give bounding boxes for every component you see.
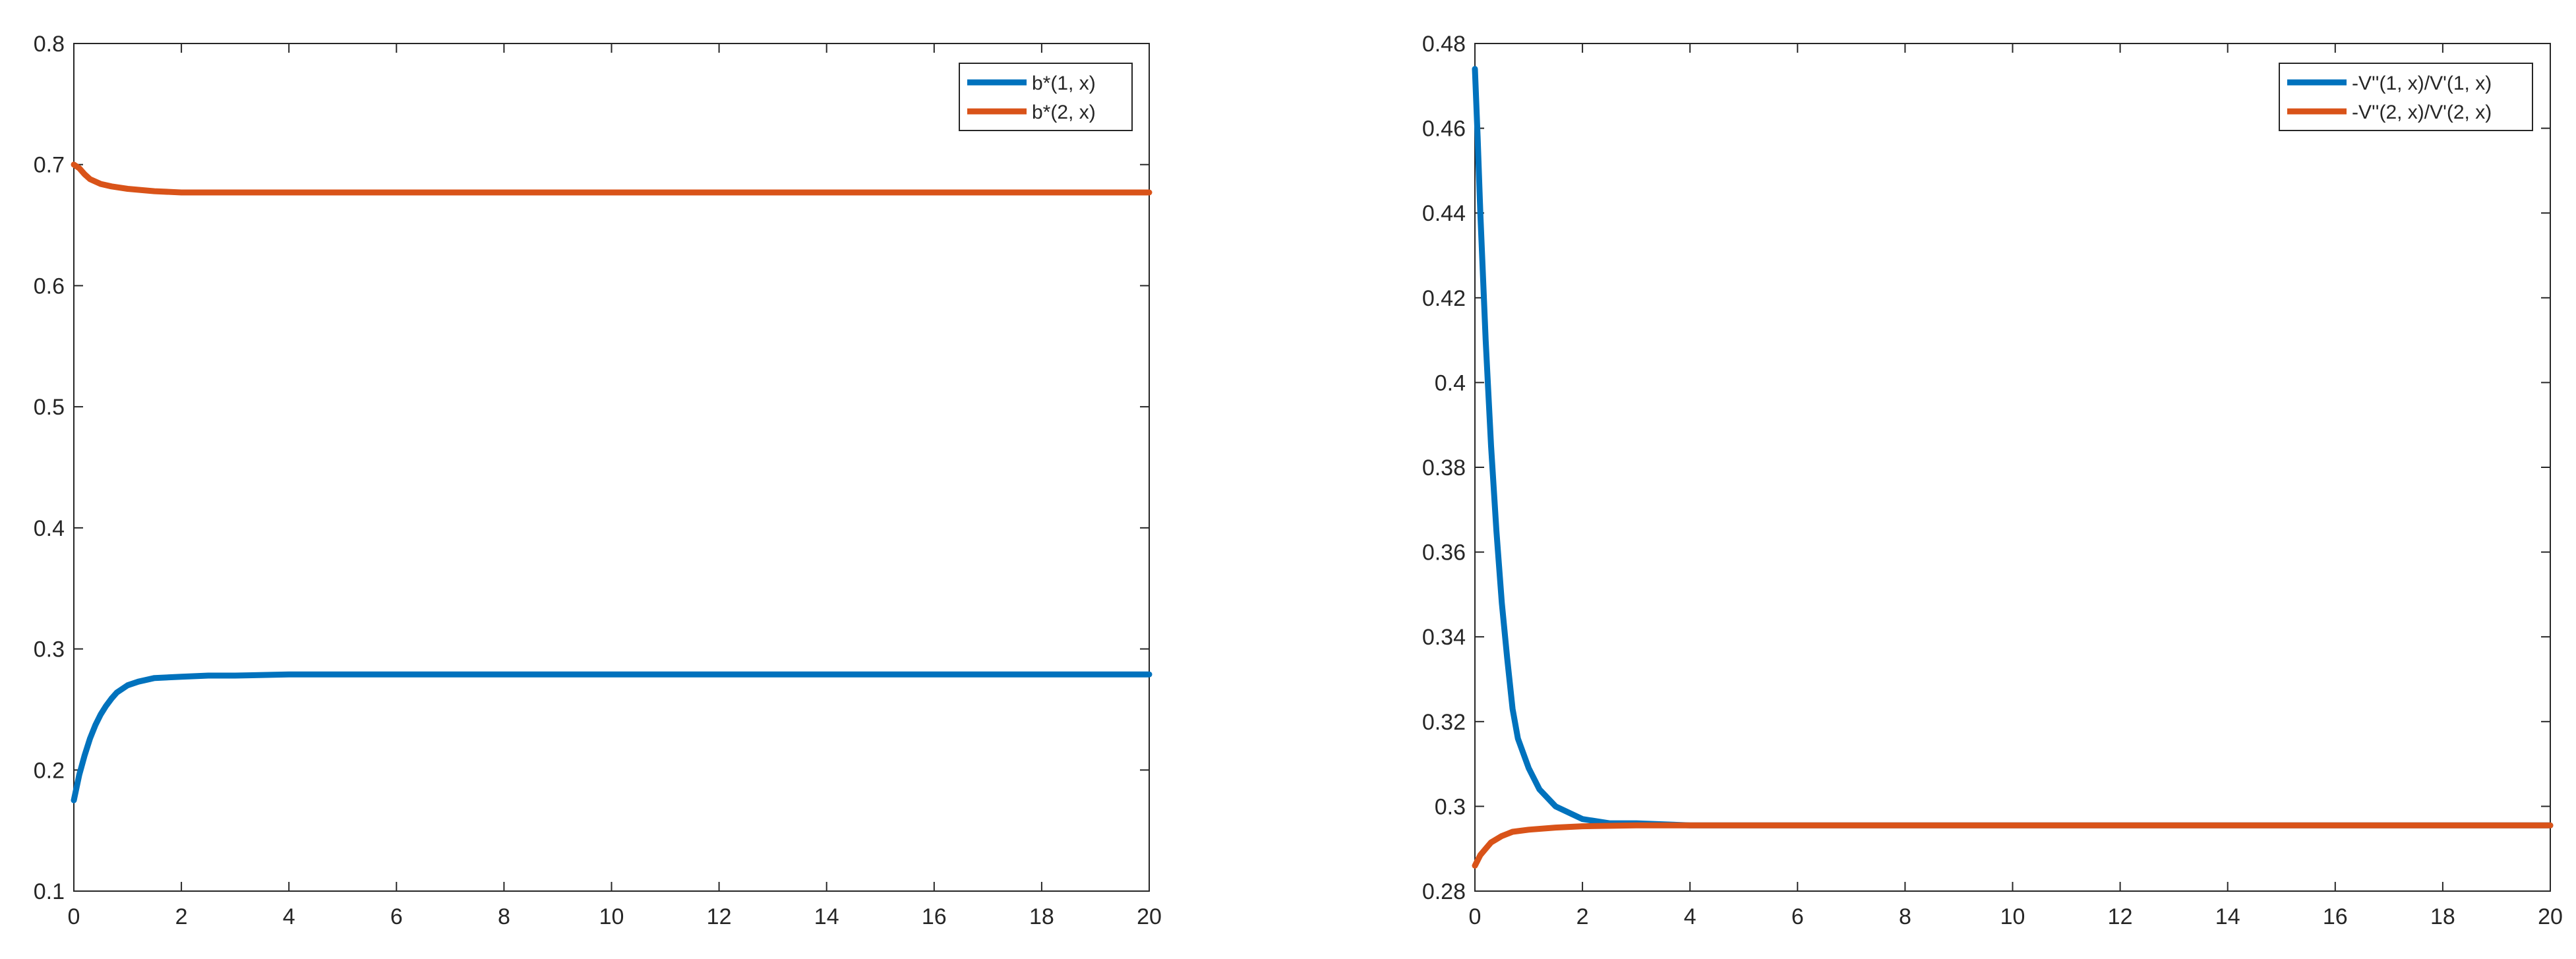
x-tick-label: 2 [1576, 904, 1589, 929]
series-line-2 [71, 161, 1153, 196]
x-tick-label: 10 [599, 904, 624, 929]
y-tick-label: 0.8 [34, 32, 65, 57]
x-tick-label: 18 [2430, 904, 2455, 929]
legend-box [959, 63, 1133, 131]
series-line-1 [71, 671, 1153, 803]
x-tick-label: 2 [175, 904, 188, 929]
y-tick-label: 0.5 [34, 395, 65, 420]
plot-area [1474, 43, 2551, 892]
x-tick-label: 8 [498, 904, 510, 929]
y-tick-label: 0.3 [34, 637, 65, 662]
legend-label-1: -V''(1, x)/V'(1, x) [2352, 73, 2492, 94]
x-tick-label: 16 [2323, 904, 2348, 929]
y-tick-label: 0.1 [34, 879, 65, 904]
x-tick-label: 6 [1791, 904, 1804, 929]
legend-label-2: b*(2, x) [1032, 102, 1096, 123]
right-chart: 0 2 4 6 8 10 12 14 16 18 20 0.28 0.3 0.32 0.34 0.36 0.38… [1422, 32, 2563, 929]
plot-area [73, 43, 1150, 892]
x-tick-label: 4 [1684, 904, 1696, 929]
x-tick-label: 20 [1137, 904, 1162, 929]
y-tick-label: 0.2 [34, 758, 65, 783]
x-tick-label: 0 [1469, 904, 1482, 929]
y-tick-label: 0.36 [1422, 540, 1466, 566]
series-line-2 [1472, 822, 2554, 869]
x-tick-label: 14 [814, 904, 839, 929]
y-tick-label: 0.4 [34, 516, 65, 541]
x-tick-label: 8 [1899, 904, 1911, 929]
x-tick-label: 10 [2000, 904, 2025, 929]
legend-label-1: b*(1, x) [1032, 73, 1096, 94]
x-tick-label: 20 [2538, 904, 2563, 929]
y-tick-label: 0.28 [1422, 879, 1466, 904]
x-tick-label: 14 [2215, 904, 2240, 929]
y-tick-label: 0.38 [1422, 455, 1466, 480]
y-tick-label: 0.6 [34, 274, 65, 299]
y-tick-label: 0.32 [1422, 710, 1466, 735]
x-tick-label: 6 [390, 904, 403, 929]
x-tick-label: 12 [707, 904, 732, 929]
y-tick-label: 0.42 [1422, 286, 1466, 311]
left-chart: 0 2 4 6 8 10 12 14 16 18 20 0.1 0.2 0.3 0.4 0.5 0.6 0.7 0.… [34, 32, 1162, 929]
y-tick-label: 0.48 [1422, 32, 1466, 57]
legend-box [2279, 63, 2533, 131]
y-tick-label: 0.44 [1422, 201, 1466, 226]
x-tick-label: 18 [1029, 904, 1054, 929]
x-tick-label: 16 [922, 904, 947, 929]
x-tick-label: 4 [283, 904, 295, 929]
x-tick-label: 0 [68, 904, 80, 929]
y-tick-label: 0.46 [1422, 117, 1466, 142]
x-tick-label: 12 [2108, 904, 2133, 929]
y-tick-label: 0.7 [34, 153, 65, 178]
y-tick-label: 0.3 [1435, 794, 1466, 819]
legend-label-2: -V''(2, x)/V'(2, x) [2352, 102, 2492, 123]
y-tick-label: 0.4 [1435, 370, 1466, 395]
y-tick-label: 0.34 [1422, 625, 1466, 650]
